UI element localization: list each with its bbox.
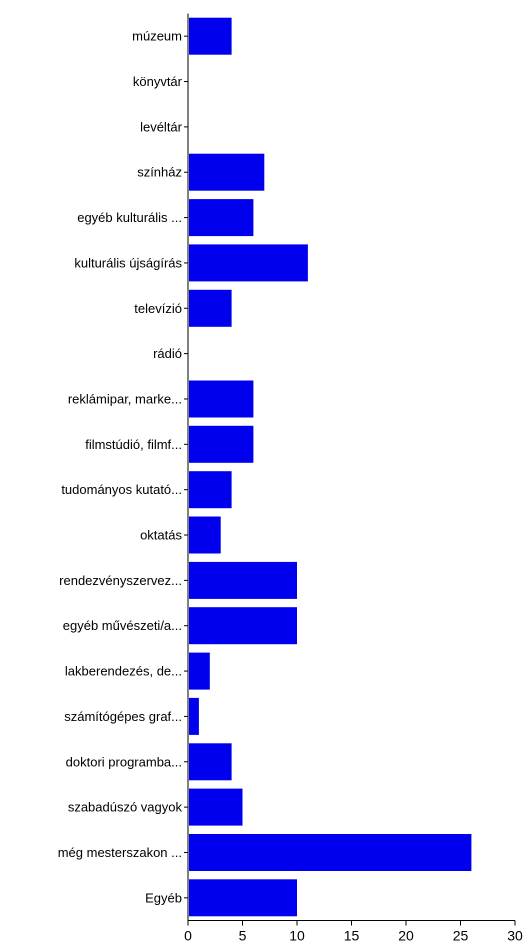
bar [189, 289, 232, 327]
axes: 0 5 10 15 20 25 30 [184, 13, 523, 943]
bar [189, 652, 210, 690]
bar [189, 788, 243, 826]
category-label: televízió [134, 301, 182, 316]
category-label: filmstúdió, filmf... [85, 437, 182, 452]
bar [189, 17, 232, 55]
category-label: lakberendezés, de... [65, 664, 182, 679]
category-label: színház [137, 165, 182, 180]
bar [189, 153, 265, 191]
bars-layer [189, 17, 472, 917]
bar [189, 743, 232, 781]
category-label: rendezvényszervez... [59, 573, 182, 588]
category-label: számítógépes graf... [64, 709, 182, 724]
x-tick-label: 25 [453, 928, 469, 943]
category-label: kulturális újságírás [74, 255, 182, 270]
x-tick-label: 30 [507, 928, 523, 943]
category-label: doktori programba... [66, 754, 182, 769]
bar [189, 607, 297, 645]
bar [189, 471, 232, 509]
category-label: levéltár [140, 119, 183, 134]
category-label: Egyéb [145, 890, 182, 905]
bar [189, 879, 297, 917]
bar [189, 834, 472, 871]
bar [189, 697, 199, 735]
category-label: rádió [153, 346, 182, 361]
category-label: tudományos kutató... [61, 482, 182, 497]
category-label: egyéb kulturális ... [77, 210, 182, 225]
x-tick-label: 20 [398, 928, 414, 943]
category-label: oktatás [140, 528, 182, 543]
category-label: könyvtár [133, 74, 183, 89]
x-tick-label: 15 [344, 928, 360, 943]
category-labels: múzeum könyvtár levéltár színház egyéb kultu… [58, 29, 183, 906]
category-label: múzeum [132, 29, 182, 44]
bar [189, 516, 221, 554]
x-tick-label: 5 [239, 928, 247, 943]
x-tick-label: 10 [289, 928, 305, 943]
category-label: reklámipar, marke... [68, 391, 182, 406]
bar [189, 380, 254, 418]
category-label: egyéb művészeti/a... [63, 618, 182, 633]
bar [189, 199, 254, 237]
x-tick-label: 0 [184, 928, 192, 943]
bar [189, 561, 297, 599]
bar [189, 244, 308, 282]
bar [189, 425, 254, 463]
category-label: még mesterszakon ... [58, 845, 182, 860]
category-label: szabadúszó vagyok [68, 800, 183, 815]
